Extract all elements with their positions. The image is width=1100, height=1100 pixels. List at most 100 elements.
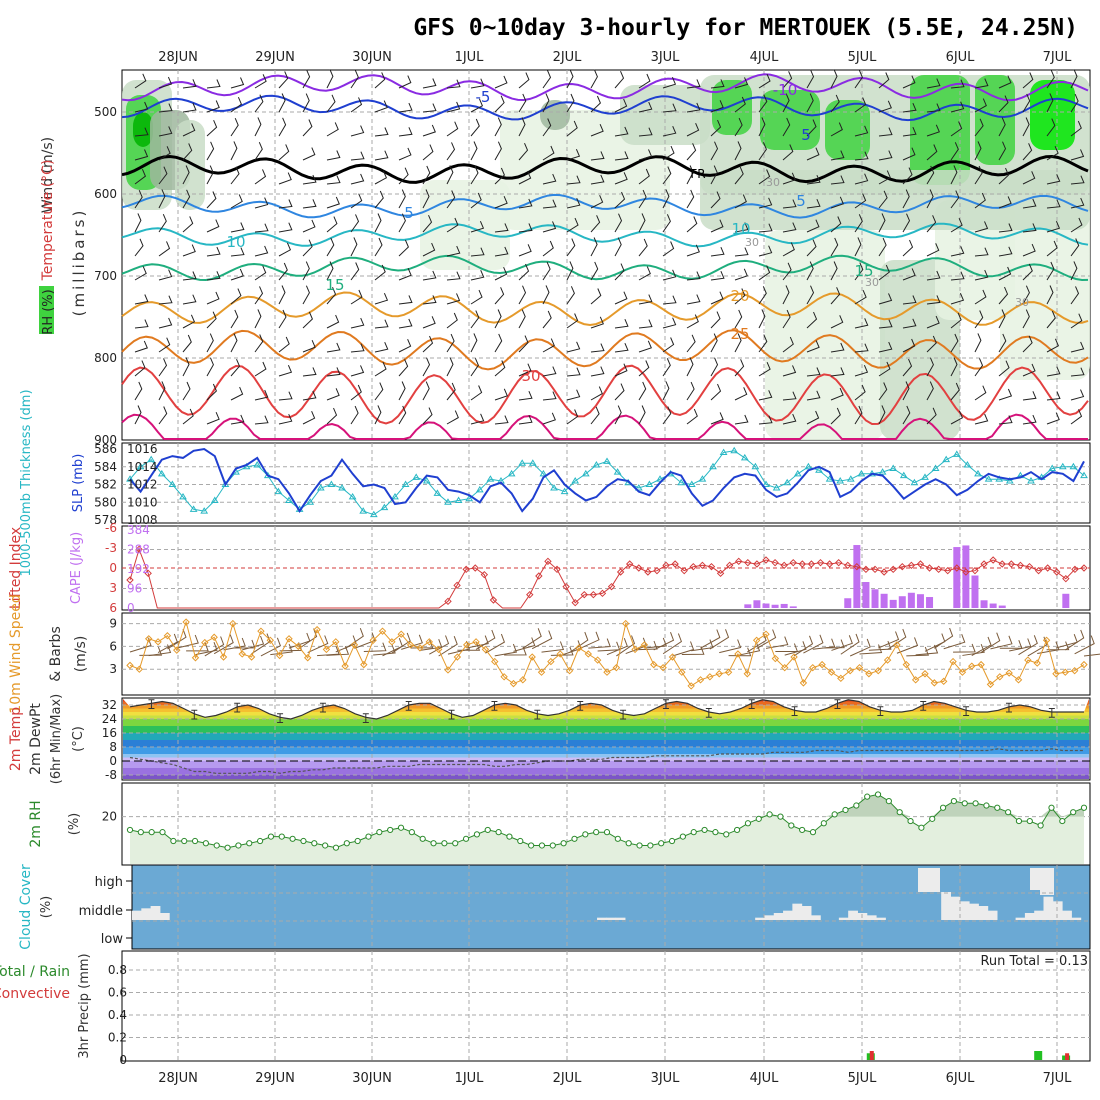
wind-barb bbox=[470, 270, 485, 281]
rh-marker bbox=[831, 811, 838, 818]
wind-barb bbox=[854, 343, 869, 353]
rh-marker bbox=[690, 829, 697, 836]
rh2m-label-a: 2m RH bbox=[28, 800, 44, 847]
wind-barb bbox=[1022, 93, 1031, 113]
cloud-middle-bar bbox=[773, 913, 784, 920]
wind-barb bbox=[134, 266, 147, 281]
wind-barb bbox=[326, 261, 334, 281]
wind-marker bbox=[799, 679, 808, 687]
wind-barb bbox=[782, 172, 796, 185]
cloud-middle-bar bbox=[132, 910, 142, 920]
wind-barb bbox=[782, 199, 797, 209]
wind-barb bbox=[854, 384, 866, 401]
wind-barb bbox=[758, 169, 771, 185]
date-label: 3JUL bbox=[651, 1071, 681, 1086]
rh-marker bbox=[679, 833, 686, 840]
wind-barb bbox=[566, 69, 574, 89]
contour-label: FR bbox=[690, 167, 705, 181]
wind-barb bbox=[974, 310, 984, 329]
wind-barb bbox=[254, 389, 269, 401]
rh-marker bbox=[668, 837, 676, 845]
wind-barb bbox=[206, 271, 221, 281]
wind-barb bbox=[254, 142, 263, 161]
wind-barb bbox=[686, 216, 698, 233]
wind-barb bbox=[662, 241, 675, 257]
wind-barb bbox=[446, 142, 456, 161]
wind-barb bbox=[638, 149, 653, 161]
li-marker bbox=[1043, 564, 1052, 572]
rh-marker bbox=[170, 837, 177, 845]
rh-marker bbox=[159, 829, 166, 836]
tick-label: 9 bbox=[109, 617, 117, 631]
wind-barb bbox=[182, 294, 197, 305]
isotherm bbox=[121, 364, 1089, 426]
wind-barb bbox=[206, 291, 220, 305]
wind-barb bbox=[254, 197, 269, 209]
wind-barb bbox=[830, 94, 840, 113]
rh-marker bbox=[376, 829, 383, 836]
cloud-middle-bar bbox=[1015, 917, 1026, 920]
wind-barb bbox=[1046, 174, 1061, 185]
wind-marker bbox=[930, 679, 939, 687]
wind-barb bbox=[134, 340, 148, 353]
wind-marker bbox=[481, 645, 490, 654]
thickness-marker bbox=[126, 475, 134, 482]
li-marker bbox=[853, 562, 861, 571]
wind-barb bbox=[638, 266, 651, 281]
wind-marker bbox=[958, 668, 967, 676]
wind-barb bbox=[1022, 117, 1030, 137]
wind-marker bbox=[173, 646, 181, 654]
wind-barb bbox=[542, 391, 557, 401]
wind-barb bbox=[950, 165, 958, 185]
wind-barb bbox=[806, 285, 815, 305]
thickness-marker bbox=[486, 475, 495, 482]
isotherm bbox=[121, 254, 1089, 282]
chart-title: GFS 0~10day 3-hourly for MERTOUEK (5.5E,… bbox=[413, 15, 1078, 41]
wind10-barb bbox=[157, 633, 178, 654]
minmax-bar bbox=[405, 701, 412, 711]
wind-barb bbox=[494, 223, 509, 233]
thickness-marker bbox=[274, 487, 283, 495]
wind-barb bbox=[974, 333, 982, 353]
tick-label: 1008 bbox=[127, 513, 158, 527]
tick-label: 96 bbox=[127, 582, 142, 596]
wind-barb bbox=[614, 237, 622, 257]
rh-marker bbox=[874, 791, 882, 798]
wind-marker bbox=[621, 619, 630, 628]
rh-region bbox=[825, 100, 870, 160]
wind-barb bbox=[230, 194, 243, 209]
wind-barb bbox=[614, 363, 628, 377]
wind-marker bbox=[547, 657, 555, 666]
rh-marker bbox=[766, 811, 773, 818]
wind10-barb bbox=[541, 641, 565, 653]
thickness-line bbox=[129, 450, 1085, 516]
wind-barb bbox=[398, 189, 406, 209]
rh-marker bbox=[484, 826, 491, 834]
wind-barb bbox=[974, 141, 982, 161]
wind-barb bbox=[542, 366, 557, 377]
cloud-high-bar bbox=[1040, 885, 1054, 895]
wind-barb bbox=[614, 319, 629, 329]
wind-barb bbox=[662, 381, 670, 401]
wind10-barb bbox=[457, 642, 481, 651]
wind-barb bbox=[806, 410, 820, 425]
cape-bar bbox=[844, 598, 852, 608]
thickness-marker bbox=[793, 469, 802, 477]
contour-label: 10 bbox=[731, 220, 750, 238]
contour-label: 30 bbox=[521, 367, 540, 385]
wind-barb bbox=[1070, 149, 1085, 161]
wind-marker bbox=[593, 656, 602, 664]
wind-marker bbox=[715, 670, 723, 678]
wind-barb bbox=[950, 293, 965, 305]
wind-marker bbox=[519, 676, 527, 684]
wind-barb bbox=[374, 170, 388, 185]
temp2m-label-b: 2m DewPt bbox=[28, 703, 44, 775]
wind-barb bbox=[470, 310, 480, 329]
li-marker bbox=[871, 565, 879, 574]
wind-barb bbox=[974, 247, 989, 257]
wind-barb bbox=[662, 126, 677, 137]
wind-barb bbox=[782, 71, 793, 89]
wind-barb bbox=[758, 142, 767, 161]
rh-region bbox=[700, 170, 1090, 230]
